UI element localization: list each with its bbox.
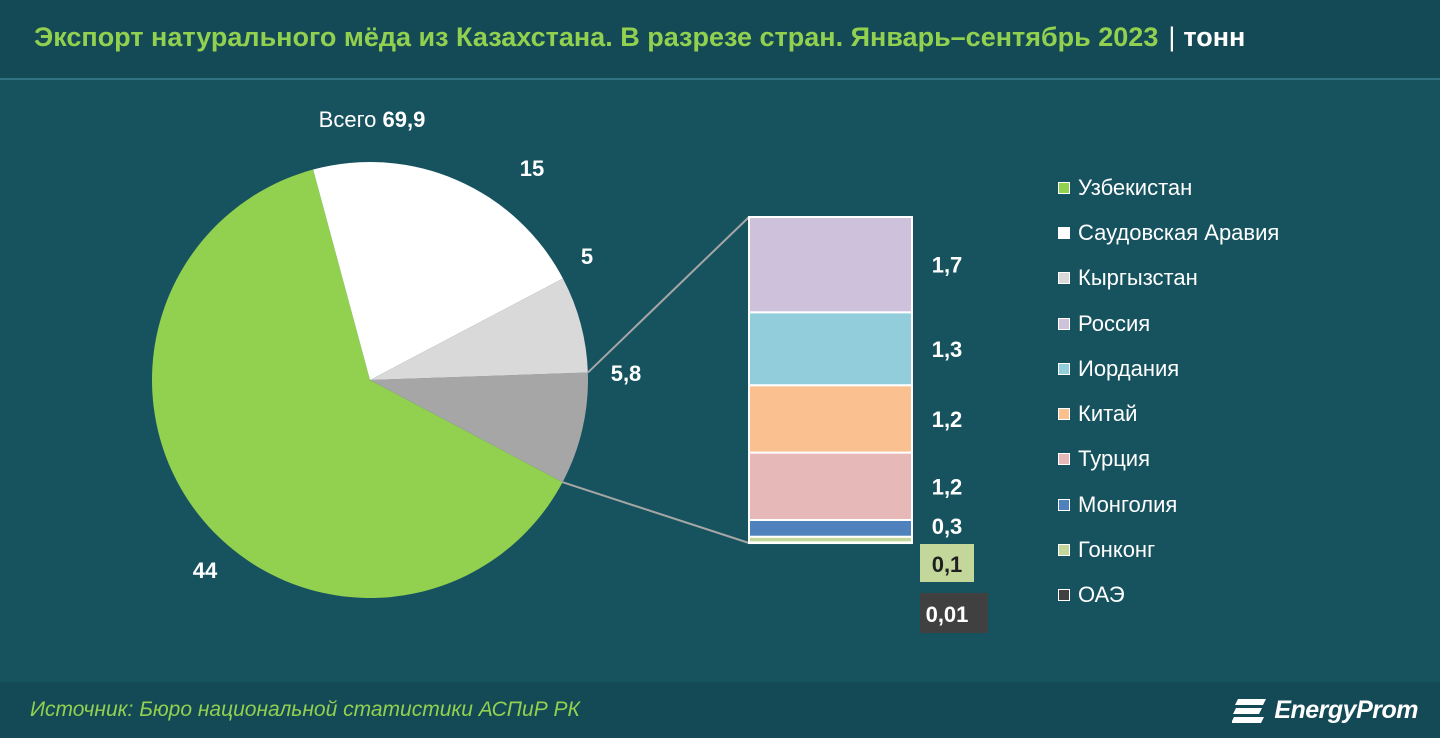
bar-label-box-гонконг — [920, 544, 974, 582]
chart-title: Экспорт натурального мёда из Казахстана.… — [34, 22, 1245, 53]
bar-label-оаэ: 0,01 — [926, 602, 969, 627]
bar-label-россия: 1,7 — [932, 253, 963, 278]
pie-label-кыргызстан: 5 — [581, 244, 593, 269]
bar-segment-россия — [748, 216, 913, 314]
bar-label-монголия: 0,3 — [932, 514, 963, 539]
bar-segment-китай — [748, 384, 913, 454]
legend: Узбекистан Саудовская Аравия Кыргызстан Рос… — [1058, 165, 1279, 618]
legend-item-оаэ: ОАЭ — [1058, 573, 1279, 618]
bar-segment-оаэ — [748, 541, 913, 545]
legend-label: Саудовская Аравия — [1078, 219, 1280, 245]
legend-label: Узбекистан — [1078, 174, 1193, 200]
legend-label: Гонконг — [1078, 537, 1156, 563]
pie-label-саудовская-аравия: 15 — [520, 156, 544, 181]
header: Экспорт натурального мёда из Казахстана.… — [0, 0, 1440, 80]
connector-line-bottom — [562, 481, 750, 544]
legend-item-иордания: Иордания — [1058, 346, 1279, 391]
legend-label: Кыргызстан — [1078, 265, 1198, 291]
legend-label: ОАЭ — [1078, 582, 1125, 608]
legend-label: Китай — [1078, 401, 1138, 427]
bar-of-pie-chart: 44 15 5 5,8 Всего 69,9 1,7 1,3 1,2 1,2 0,3 0,1 0,01 — [151, 107, 988, 633]
bar-label-box-оаэ — [920, 593, 988, 633]
source-text: Источник: Бюро национальной статистики А… — [30, 698, 580, 721]
bar-segment-монголия — [748, 518, 913, 538]
legend-item-турция: Турция — [1058, 437, 1279, 482]
footer: Источник: Бюро национальной статистики А… — [0, 682, 1440, 738]
pie-slice-саудовская-аравия — [313, 162, 563, 380]
title-separator: | — [1168, 22, 1176, 52]
legend-swatch — [1058, 453, 1070, 466]
legend-item-россия: Россия — [1058, 301, 1279, 346]
legend-item-монголия: Монголия — [1058, 482, 1279, 527]
pie-label-узбекистан: 44 — [193, 558, 218, 583]
title-text: Экспорт натурального мёда из Казахстана.… — [34, 22, 1159, 52]
legend-label: Россия — [1078, 310, 1151, 336]
pie-label-другие: 5,8 — [611, 361, 642, 386]
legend-swatch — [1058, 181, 1070, 194]
legend-label: Иордания — [1078, 355, 1180, 381]
legend-swatch — [1058, 544, 1070, 557]
legend-swatch — [1058, 226, 1070, 239]
pie-slice-узбекистан — [151, 169, 563, 598]
pie-slice-кыргызстан — [370, 278, 588, 380]
logo-text: EnergyProm — [1274, 695, 1418, 724]
bar-label-иордания: 1,3 — [932, 337, 963, 362]
legend-swatch — [1058, 362, 1070, 375]
legend-label: Турция — [1078, 446, 1150, 472]
legend-item-узбекистан: Узбекистан — [1058, 165, 1279, 210]
bar-segment-иордания — [748, 311, 913, 387]
legend-swatch — [1058, 408, 1070, 421]
energyprom-logo: EnergyProm — [1232, 692, 1418, 728]
legend-swatch — [1058, 498, 1070, 511]
legend-label: Монголия — [1078, 491, 1178, 517]
bar-label-гонконг: 0,1 — [932, 552, 963, 577]
bar-label-турция: 1,2 — [932, 474, 963, 499]
legend-item-гонконг: Гонконг — [1058, 527, 1279, 572]
legend-swatch — [1058, 589, 1070, 602]
legend-item-китай: Китай — [1058, 391, 1279, 436]
legend-swatch — [1058, 272, 1070, 285]
legend-item-кыргызстан: Кыргызстан — [1058, 256, 1279, 301]
pie-slice-другие — [370, 372, 588, 483]
unit-label: тонн — [1183, 22, 1246, 52]
legend-swatch — [1058, 317, 1070, 330]
total-label: Всего 69,9 — [319, 107, 426, 132]
bar-segment-турция — [748, 451, 913, 521]
connector-line-top — [587, 216, 750, 374]
legend-item-саудовская-аравия: Саудовская Аравия — [1058, 210, 1279, 255]
bar-label-китай: 1,2 — [932, 407, 963, 432]
energyprom-logo-icon — [1232, 699, 1267, 723]
